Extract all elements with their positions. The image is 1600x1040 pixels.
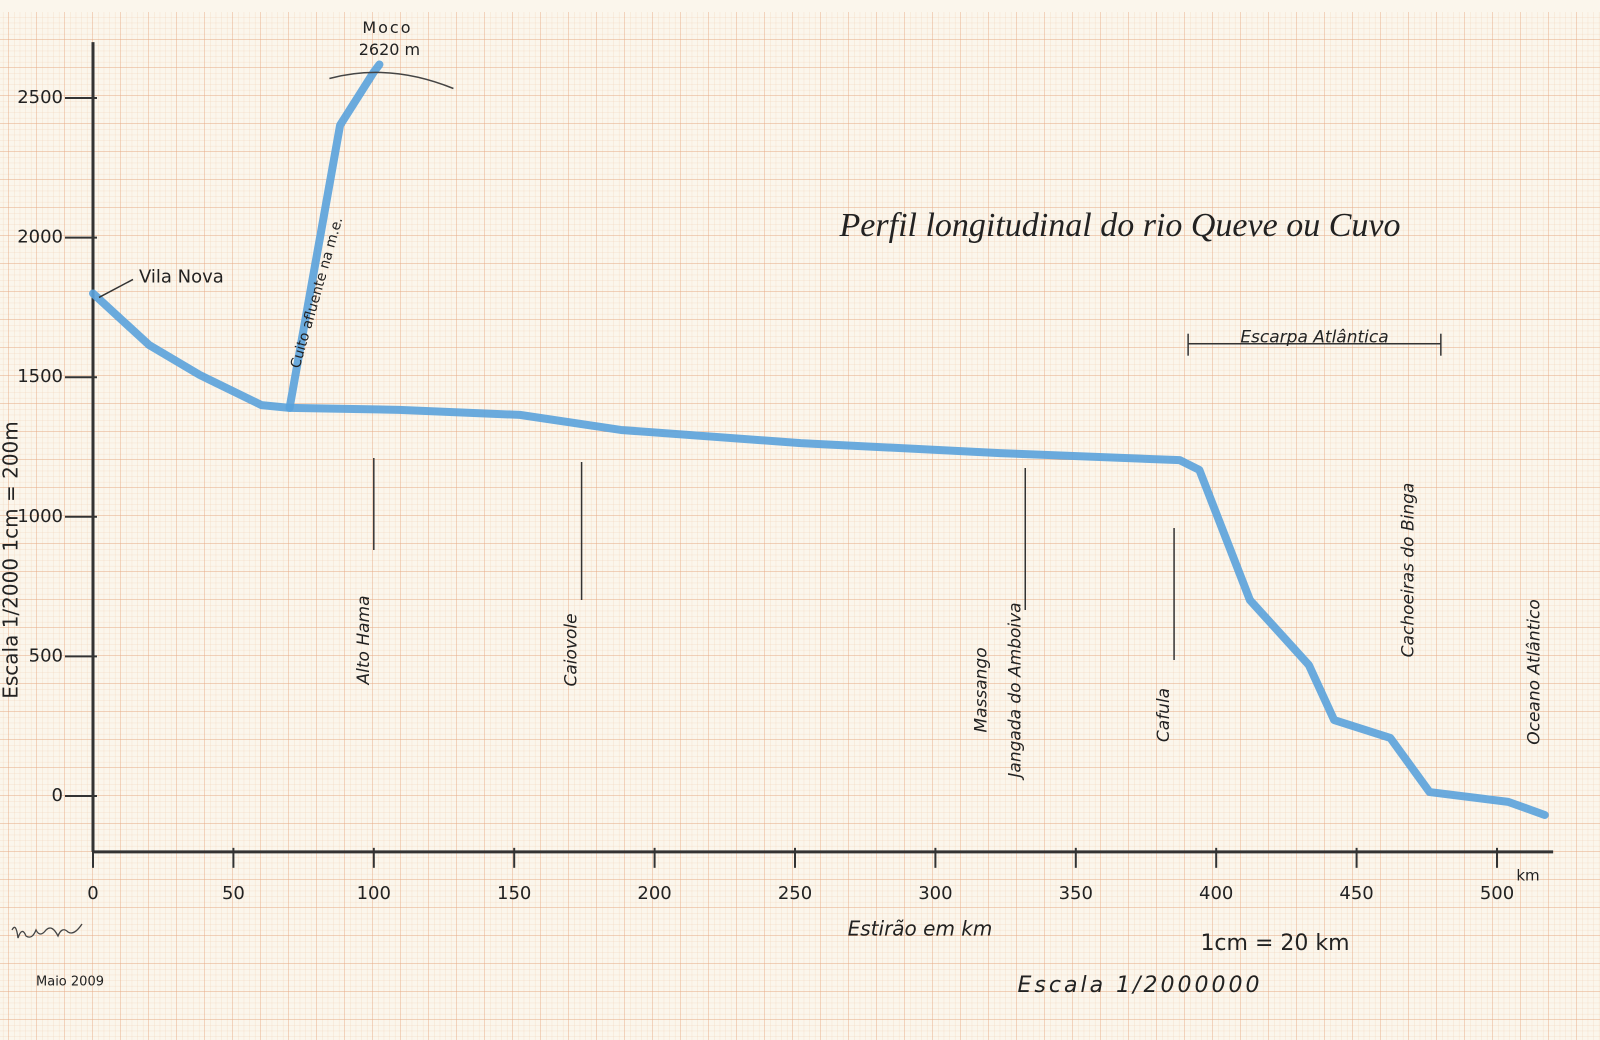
date: Maio 2009: [36, 975, 104, 990]
river-line: [285, 60, 384, 412]
place-label: Caiovole: [562, 613, 582, 686]
river-line: [89, 289, 1549, 819]
chart-title: Perfil longitudinal do rio Queve ou Cuvo: [839, 207, 1401, 244]
graph-paper: [0, 12, 1600, 1040]
scale-note: 1cm = 20 km: [1200, 931, 1349, 956]
place-label: Cachoeiras do Binga: [1398, 483, 1418, 658]
x-tick-label: 50: [222, 883, 245, 904]
y-tick-label: 2500: [17, 87, 63, 108]
y-tick-label: 0: [52, 785, 63, 806]
annotation: 2620 m: [359, 40, 420, 59]
escarpment-label: Escarpa Atlântica: [1240, 328, 1388, 348]
place-label: Alto Hama: [354, 595, 374, 685]
scale: Escala 1/2000000: [1018, 973, 1263, 998]
x-tick-label: 400: [1199, 883, 1233, 904]
y-tick-label: 2000: [17, 227, 63, 248]
place-label: Jangada do Amboiva: [1005, 602, 1025, 780]
signature: [11, 923, 83, 939]
x-tick-label: 150: [497, 883, 531, 904]
summit-hatch: [329, 71, 454, 90]
x-unit: km: [1516, 867, 1539, 885]
x-tick-label: 350: [1059, 883, 1093, 904]
x-tick-label: 100: [357, 883, 391, 904]
x-tick-label: 300: [918, 883, 952, 904]
annotation: Vila Nova: [139, 266, 224, 287]
x-tick-label: 250: [778, 883, 812, 904]
y-tick-label: 500: [29, 645, 63, 666]
y-tick-label: 1500: [17, 366, 63, 387]
x-tick-label: 0: [87, 883, 98, 904]
place-label: Cafula: [1154, 688, 1174, 742]
x-tick-label: 500: [1480, 883, 1514, 904]
x-axis-label: Estirão em km: [848, 917, 993, 941]
annotation-arrow: [98, 278, 134, 299]
y-axis-label: Escala 1/2000 1cm = 200m: [0, 421, 23, 699]
x-tick-label: 200: [637, 883, 671, 904]
place-label: Massango: [972, 647, 992, 732]
y-tick-label: 1000: [17, 506, 63, 527]
place-label: Oceano Atlântico: [1525, 599, 1545, 745]
annotation: Moco: [362, 18, 412, 37]
x-tick-label: 450: [1339, 883, 1373, 904]
